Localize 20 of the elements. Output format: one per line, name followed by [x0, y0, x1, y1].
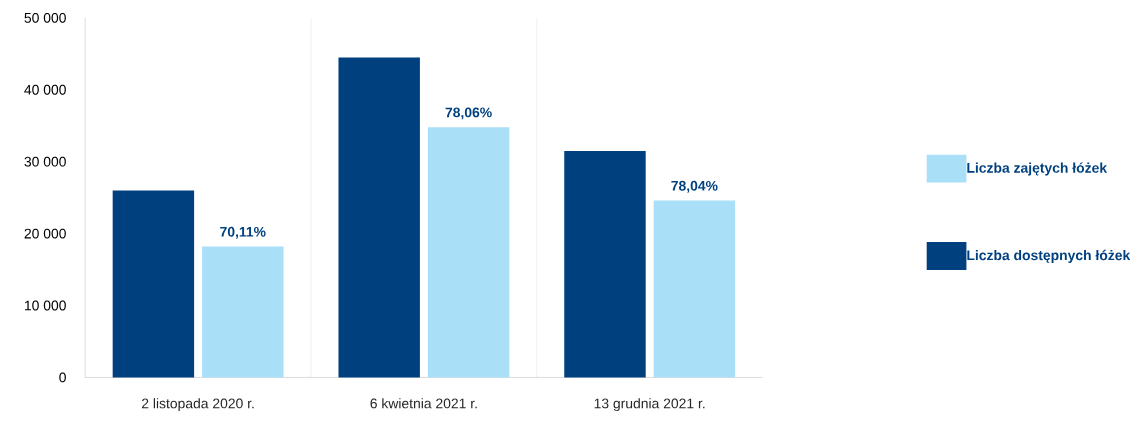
- bar: [564, 150, 646, 378]
- bar: [202, 246, 284, 378]
- bar: [653, 200, 736, 378]
- annotation: 78,06%: [445, 107, 492, 120]
- x-tick-label: 2 listopada 2020 r.: [141, 398, 254, 412]
- y-tick-label: 10 000: [24, 300, 66, 311]
- bar: [427, 127, 510, 378]
- y-tick-label: 0: [59, 372, 66, 383]
- x-tick-label: 13 grudnia 2021 r.: [594, 398, 705, 412]
- y-tick-label: 20 000: [24, 228, 66, 239]
- x-tick-label: 6 kwietnia 2021 r.: [370, 398, 477, 409]
- bar: [112, 190, 195, 378]
- y-tick-label: 30 000: [24, 156, 66, 167]
- y-tick-label: 50 000: [24, 12, 66, 23]
- annotation: 70,11%: [220, 226, 266, 239]
- y-tick-label: 40 000: [24, 84, 66, 95]
- legend-label: Liczba dostępnych łóżek: [967, 249, 1131, 263]
- annotation: 78,04%: [671, 180, 718, 193]
- bar: [338, 57, 420, 378]
- legend-label: Liczba zajętych łóżek: [967, 162, 1108, 176]
